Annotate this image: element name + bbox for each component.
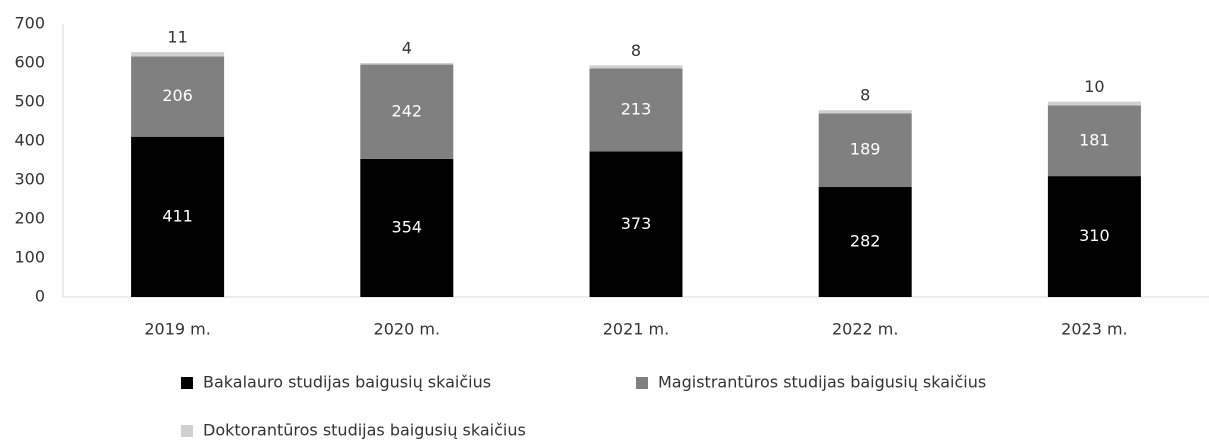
bar-segment — [589, 151, 683, 297]
data-label: 189 — [850, 140, 881, 159]
data-label: 11 — [167, 28, 187, 47]
y-tick-label: 200 — [14, 209, 45, 228]
y-tick-label: 400 — [14, 131, 45, 150]
data-label: 411 — [162, 206, 193, 225]
bar-segment — [589, 65, 683, 69]
legend-swatch — [181, 425, 193, 437]
bar-segment — [1047, 101, 1141, 106]
y-tick-label: 0 — [35, 287, 45, 306]
bar-segment — [589, 68, 683, 152]
data-label: 10 — [1084, 77, 1104, 96]
data-label: 4 — [402, 39, 412, 58]
bar-segment — [818, 187, 912, 297]
data-label: 310 — [1079, 226, 1110, 245]
data-label: 242 — [392, 101, 423, 120]
x-tick-label: 2020 m. — [374, 320, 440, 339]
data-label: 8 — [860, 86, 870, 105]
data-label: 213 — [621, 99, 652, 118]
legend-label: Magistrantūros studijas baigusių skaičiu… — [658, 373, 986, 392]
x-tick-label: 2023 m. — [1061, 320, 1127, 339]
x-tick-label: 2022 m. — [832, 320, 898, 339]
bar-segment — [360, 63, 454, 65]
bar-segment — [131, 136, 225, 297]
bar-segment — [818, 110, 912, 114]
bar-segment — [1047, 176, 1141, 297]
legend-label: Bakalauro studijas baigusių skaičius — [203, 373, 491, 392]
legend-swatch — [636, 377, 648, 389]
data-label: 206 — [162, 86, 193, 105]
y-tick-label: 600 — [14, 53, 45, 72]
data-label: 354 — [392, 217, 423, 236]
data-label: 8 — [631, 41, 641, 60]
bar-segment — [360, 158, 454, 297]
x-tick-label: 2021 m. — [603, 320, 669, 339]
y-tick-label: 300 — [14, 170, 45, 189]
x-tick-label: 2019 m. — [144, 320, 210, 339]
legend-swatch — [181, 377, 193, 389]
bar-segment — [818, 113, 912, 188]
y-tick-label: 700 — [14, 14, 45, 33]
legend-label: Doktorantūros studijas baigusių skaičius — [203, 421, 526, 440]
bar-segment — [131, 52, 225, 57]
y-tick-label: 500 — [14, 92, 45, 111]
bar-segment — [1047, 105, 1141, 177]
data-label: 181 — [1079, 130, 1110, 149]
data-label: 282 — [850, 232, 881, 251]
y-tick-label: 100 — [14, 248, 45, 267]
bar-segment — [131, 56, 225, 137]
data-label: 373 — [621, 214, 652, 233]
bar-segment — [360, 64, 454, 159]
